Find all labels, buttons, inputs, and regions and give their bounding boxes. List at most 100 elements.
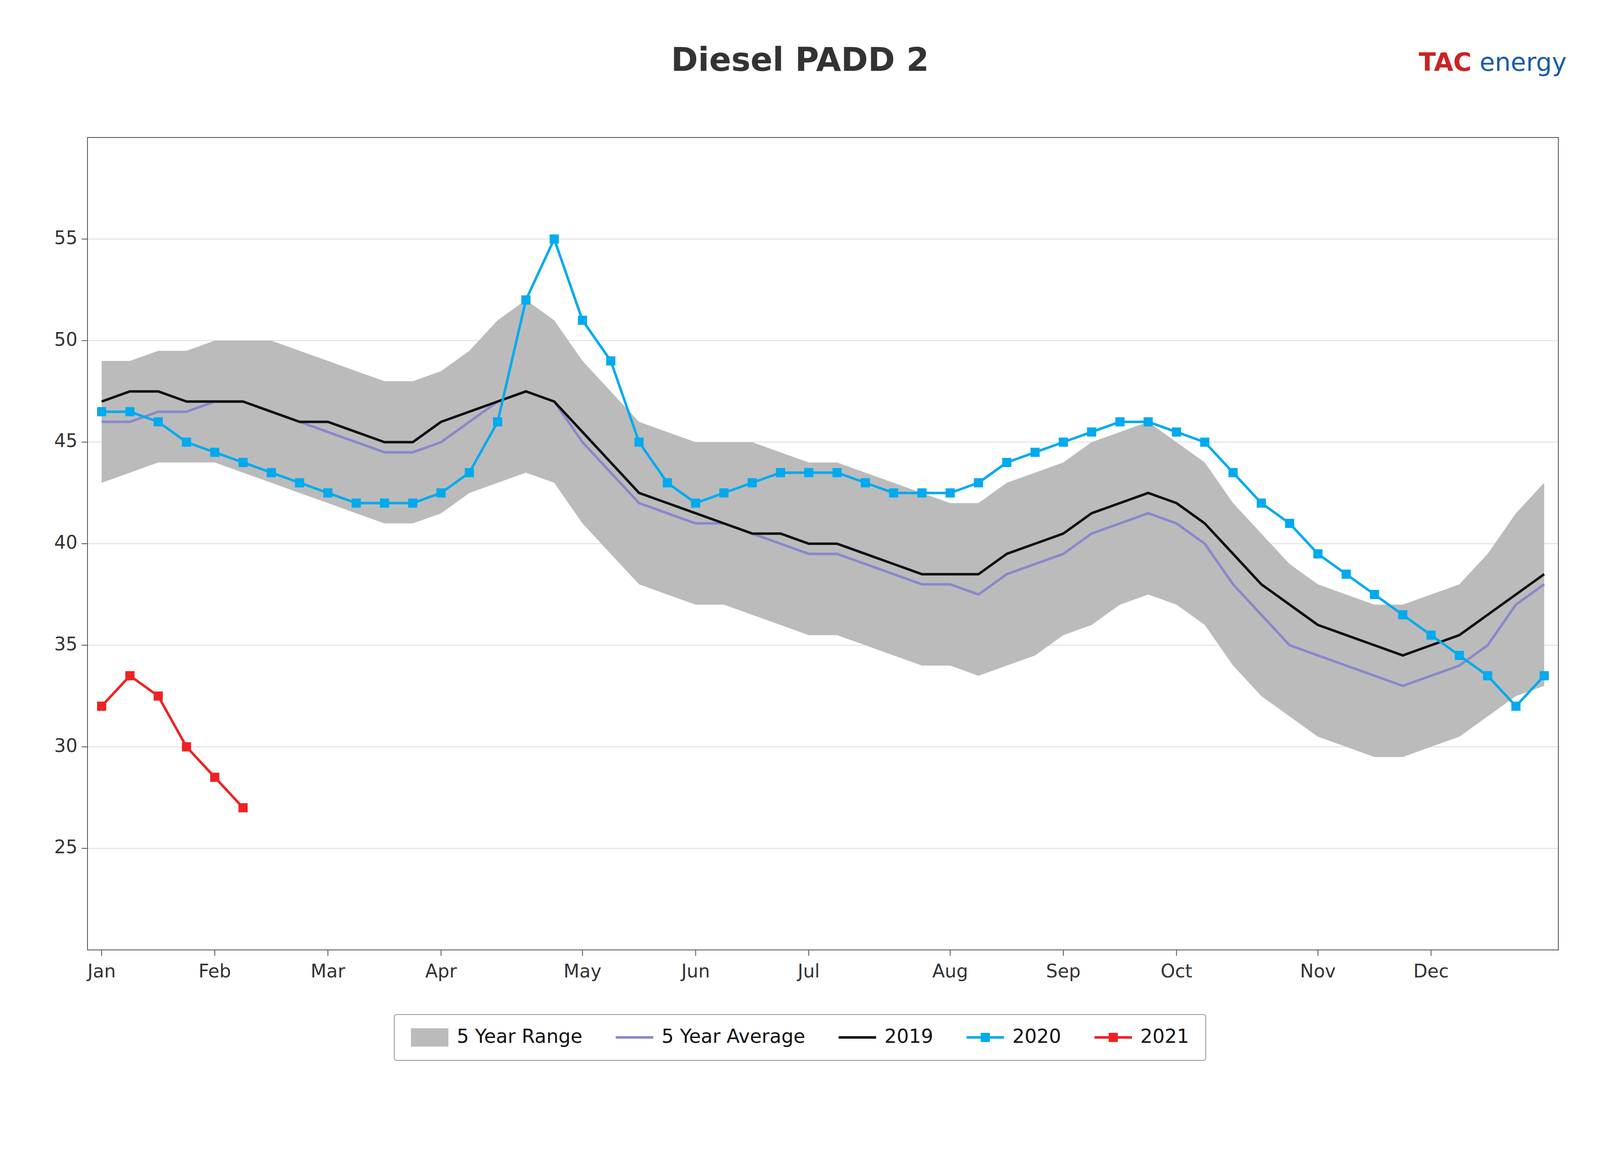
x-tick-label: Mar <box>310 960 346 982</box>
marker <box>662 478 673 488</box>
marker <box>549 234 559 244</box>
marker <box>295 478 305 488</box>
grid-line <box>87 238 1559 240</box>
marker <box>691 498 701 508</box>
marker <box>182 437 192 447</box>
y-tick <box>81 645 88 646</box>
grid-line <box>87 746 1559 748</box>
x-tick <box>695 950 697 956</box>
marker <box>577 315 588 325</box>
marker <box>1285 518 1295 528</box>
x-tick <box>327 950 329 956</box>
y-tick <box>81 746 88 748</box>
marker <box>1002 457 1012 468</box>
x-tick <box>101 950 103 956</box>
x-tick-label: Nov <box>1300 960 1336 982</box>
y-tick-label: 40 <box>54 531 78 553</box>
plot-frame <box>87 137 1559 950</box>
marker <box>719 488 729 498</box>
annotation: energy <box>1471 47 1567 77</box>
legend-label: 2021 <box>1140 1025 1190 1048</box>
legend-label: 2020 <box>1012 1025 1062 1048</box>
marker <box>1398 610 1408 620</box>
x-tick-label: Aug <box>932 960 969 982</box>
marker <box>1341 569 1351 579</box>
marker <box>1454 650 1464 660</box>
y-tick <box>81 238 88 240</box>
legend-item: 5 Year Average <box>615 1025 806 1048</box>
marker <box>97 701 107 711</box>
marker <box>634 437 644 447</box>
x-tick <box>1317 950 1319 956</box>
marker <box>747 478 757 488</box>
legend-label: 5 Year Average <box>661 1025 806 1048</box>
marker <box>1482 671 1493 681</box>
series-line <box>101 239 1545 707</box>
y-tick-label: 55 <box>54 227 78 249</box>
legend-swatch <box>410 1028 449 1047</box>
chart: Diesel PADD 2TAC energy25303540455055Jan… <box>0 0 1600 1162</box>
legend-marker <box>1108 1032 1118 1043</box>
annotation: TAC <box>1418 47 1472 77</box>
y-tick <box>81 441 88 443</box>
marker <box>973 478 983 488</box>
marker <box>1200 437 1210 447</box>
x-tick <box>440 950 442 956</box>
marker <box>408 498 418 508</box>
series-line <box>101 675 243 808</box>
x-tick-label: Dec <box>1413 960 1449 982</box>
marker <box>266 467 276 478</box>
legend-swatch <box>615 1036 654 1039</box>
y-tick-label: 30 <box>54 735 78 757</box>
legend-items: 5 Year Range 5 Year Average 2019 2020 2021 <box>410 1025 1190 1048</box>
marker <box>323 488 333 498</box>
marker <box>238 803 248 813</box>
marker <box>153 691 163 701</box>
x-tick <box>1430 950 1432 956</box>
x-tick-label: Apr <box>425 960 458 982</box>
marker <box>1143 417 1153 427</box>
x-tick-label: May <box>563 960 602 982</box>
x-tick-label: Jun <box>680 960 710 982</box>
y-tick <box>81 340 88 342</box>
legend-label: 5 Year Range <box>456 1025 583 1048</box>
legend-item: 2021 <box>1094 1025 1190 1048</box>
marker <box>1313 549 1323 559</box>
marker <box>1511 701 1521 711</box>
legend: 5 Year Range 5 Year Average 2019 2020 2021 <box>394 1014 1206 1061</box>
marker <box>1539 671 1549 681</box>
marker <box>436 488 446 498</box>
x-tick-label: Oct <box>1160 960 1193 982</box>
x-tick <box>1176 950 1178 956</box>
marker <box>380 498 390 508</box>
legend-item: 2019 <box>838 1025 934 1048</box>
series-line <box>101 391 1545 656</box>
marker <box>182 742 192 752</box>
marker <box>945 488 955 498</box>
legend-label: 2019 <box>884 1025 934 1048</box>
x-tick <box>949 950 951 956</box>
marker <box>153 417 163 427</box>
marker <box>125 671 135 681</box>
marker <box>521 295 531 305</box>
y-tick-label: 50 <box>54 328 78 350</box>
x-tick <box>582 950 583 956</box>
x-tick <box>808 950 810 956</box>
y-tick-label: 45 <box>54 430 78 452</box>
marker <box>775 467 785 478</box>
marker <box>804 467 814 478</box>
data <box>97 234 1549 813</box>
marker <box>606 356 616 366</box>
marker <box>1228 467 1238 478</box>
marker <box>1115 417 1125 427</box>
marker <box>860 478 870 488</box>
marker <box>492 417 503 427</box>
x-tick <box>214 950 215 956</box>
marker <box>97 407 107 417</box>
y-tick-label: 25 <box>54 836 78 858</box>
marker <box>1058 437 1068 447</box>
logo: TAC energy <box>1418 47 1567 77</box>
x-tick-label: Feb <box>198 960 232 982</box>
grid-line <box>87 847 1559 849</box>
y-tick <box>81 847 88 849</box>
